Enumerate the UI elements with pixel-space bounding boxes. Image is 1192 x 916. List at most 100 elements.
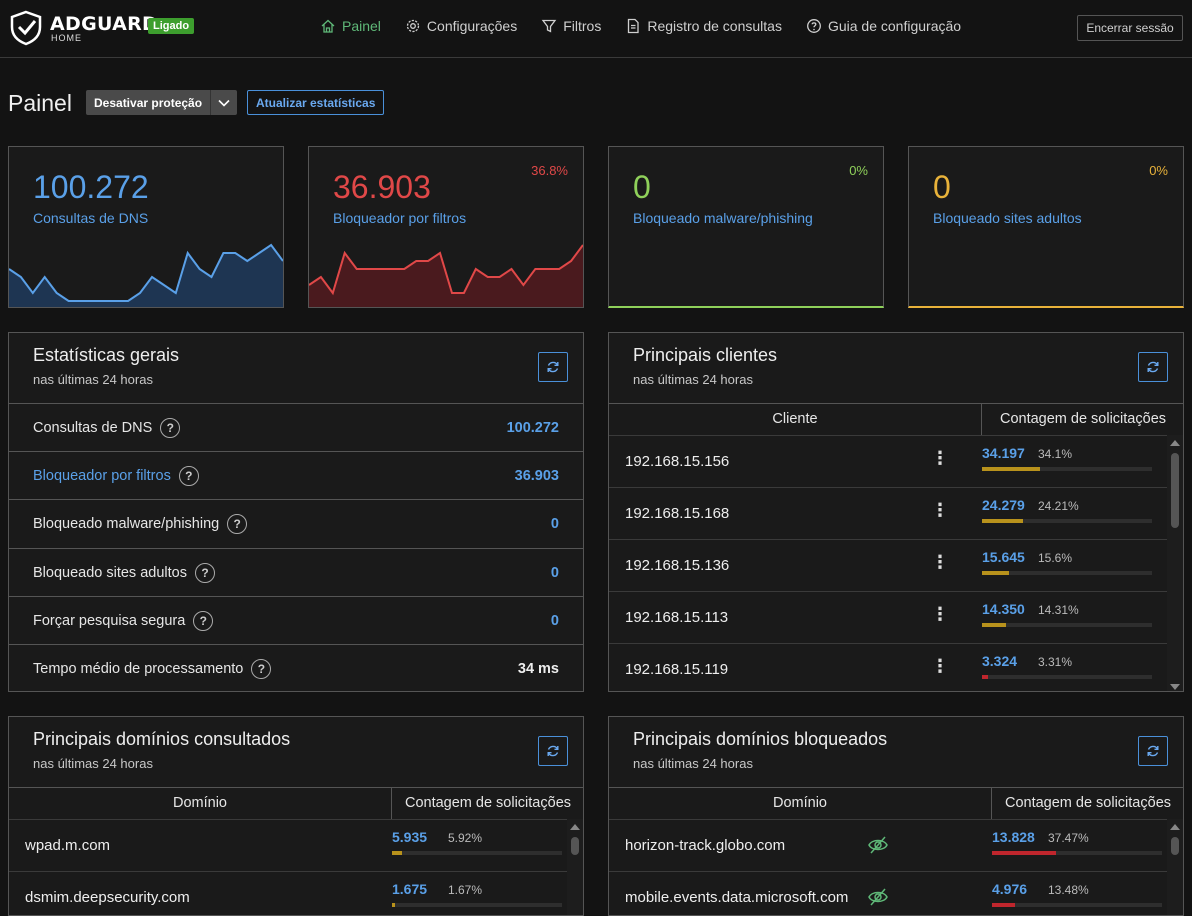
- stat-row-avg-processing: Tempo médio de processamento? 34 ms: [9, 644, 583, 691]
- stat-row-blocked-filters: Bloqueador por filtros? 36.903: [9, 451, 583, 499]
- progress-fill: [982, 623, 1007, 627]
- nav-configuracoes[interactable]: Configurações: [405, 18, 517, 34]
- row-count: 13.828: [992, 829, 1035, 845]
- disable-protection-button[interactable]: Desativar proteção: [86, 90, 211, 115]
- nav-label: Registro de consultas: [647, 18, 782, 34]
- help-circle-icon: [807, 19, 821, 33]
- progress-fill: [992, 851, 1056, 855]
- card-percent: 0%: [849, 163, 868, 178]
- panel-title: Principais domínios consultados: [33, 729, 291, 749]
- nav-label: Guia de configuração: [827, 18, 962, 34]
- card-sparkline: [9, 243, 283, 307]
- row-count: 14.350: [982, 601, 1025, 617]
- row-count: 4.976: [992, 881, 1028, 897]
- row-progress-bar: [982, 675, 1152, 679]
- help-icon[interactable]: ?: [194, 562, 215, 583]
- scroll-up-arrow[interactable]: [570, 824, 580, 830]
- eye-off-icon[interactable]: [867, 886, 889, 908]
- row-name: wpad.m.com: [25, 837, 111, 854]
- protection-dropdown-toggle[interactable]: [210, 90, 238, 115]
- clients-scrollbar[interactable]: [1167, 435, 1183, 691]
- queried-scrollbar[interactable]: [567, 819, 583, 915]
- row-count: 15.645: [982, 549, 1025, 565]
- row-progress-bar: [992, 903, 1162, 907]
- eye-off-icon[interactable]: [867, 834, 889, 856]
- top-blocked-domains-panel: Principais domínios bloqueados nas últim…: [608, 716, 1184, 916]
- row-progress-bar: [392, 903, 562, 907]
- card-value: 100.272: [33, 169, 149, 205]
- row-percent: 1.67%: [448, 883, 483, 897]
- more-options-icon[interactable]: ⋮: [931, 500, 949, 520]
- protection-button-group: Desativar proteção: [86, 90, 238, 115]
- table-row: 192.168.15.156 ⋮ 34.197 34.1%: [609, 435, 1167, 487]
- refresh-icon: [547, 745, 559, 757]
- nav-filtros[interactable]: Filtros: [541, 18, 601, 34]
- queried-refresh-button[interactable]: [538, 736, 568, 766]
- panel-divider: [609, 787, 1183, 788]
- row-count: 34.197: [982, 445, 1025, 461]
- card-label: Bloqueado malware/phishing: [633, 210, 813, 226]
- refresh-statistics-button[interactable]: Atualizar estatísticas: [247, 90, 385, 115]
- nav-label: Filtros: [563, 18, 602, 34]
- scroll-up-arrow[interactable]: [1170, 824, 1180, 830]
- help-icon[interactable]: ?: [160, 417, 181, 438]
- card-percent: 36.8%: [531, 163, 568, 178]
- row-percent: 37.47%: [1048, 831, 1089, 845]
- scroll-thumb[interactable]: [571, 837, 579, 855]
- general-refresh-button[interactable]: [538, 352, 568, 382]
- panel-title: Principais clientes: [633, 345, 778, 365]
- help-icon[interactable]: ?: [193, 610, 214, 631]
- column-header-count[interactable]: Contagem de solicitações: [999, 411, 1167, 427]
- nav-guia[interactable]: Guia de configuração: [806, 18, 961, 34]
- blocked-scrollbar[interactable]: [1167, 819, 1183, 915]
- column-header-domain[interactable]: Domínio: [173, 795, 227, 811]
- top-queried-domains-panel: Principais domínios consultados nas últi…: [8, 716, 584, 916]
- column-header-count[interactable]: Contagem de solicitações: [404, 795, 572, 811]
- scroll-down-arrow[interactable]: [1170, 684, 1180, 690]
- clients-refresh-button[interactable]: [1138, 352, 1168, 382]
- more-options-icon[interactable]: ⋮: [931, 656, 949, 676]
- nav-painel[interactable]: Painel: [320, 18, 381, 34]
- row-name: dsmim.deepsecurity.com: [25, 889, 190, 906]
- help-icon[interactable]: ?: [227, 513, 248, 534]
- panel-divider: [609, 403, 1183, 404]
- card-dns-queries: 100.272 Consultas de DNS: [8, 146, 284, 308]
- nav-registro[interactable]: Registro de consultas: [625, 18, 782, 34]
- help-icon[interactable]: ?: [178, 465, 199, 486]
- blocked-refresh-button[interactable]: [1138, 736, 1168, 766]
- help-icon[interactable]: ?: [251, 658, 272, 679]
- brand-subtitle: HOME: [51, 33, 82, 43]
- more-options-icon[interactable]: ⋮: [931, 448, 949, 468]
- panel-divider: [9, 787, 583, 788]
- column-header-count[interactable]: Contagem de solicitações: [1004, 795, 1172, 811]
- column-header-client[interactable]: Cliente: [772, 411, 818, 427]
- stat-label: Tempo médio de processamento?: [33, 658, 272, 679]
- row-percent: 15.6%: [1038, 551, 1073, 565]
- row-name: 192.168.15.156: [625, 453, 730, 470]
- scroll-up-arrow[interactable]: [1170, 440, 1180, 446]
- scroll-thumb[interactable]: [1171, 453, 1179, 528]
- chevron-down-icon: [218, 99, 230, 107]
- logout-button[interactable]: Encerrar sessão: [1077, 15, 1183, 41]
- scroll-thumb[interactable]: [1171, 837, 1179, 855]
- stat-value: 36.903: [514, 467, 559, 484]
- table-row: 192.168.15.136 ⋮ 15.645 15.6%: [609, 539, 1167, 591]
- stat-label-link[interactable]: Bloqueador por filtros: [33, 467, 171, 484]
- row-percent: 34.1%: [1038, 447, 1073, 461]
- progress-fill: [392, 851, 403, 855]
- sparkline-line: [9, 243, 283, 302]
- stat-label-text: Forçar pesquisa segura: [33, 612, 186, 629]
- stat-value: 0: [550, 515, 559, 532]
- stat-value: 34 ms: [517, 660, 559, 677]
- column-header-domain[interactable]: Domínio: [773, 795, 827, 811]
- stat-label: Bloqueado malware/phishing?: [33, 513, 248, 534]
- top-bar: ADGUARD HOME Ligado Painel Configurações…: [0, 0, 1192, 58]
- row-name: horizon-track.globo.com: [625, 837, 786, 854]
- more-options-icon[interactable]: ⋮: [931, 604, 949, 624]
- adguard-shield-logo[interactable]: [8, 10, 44, 46]
- nav-label: Configurações: [426, 18, 518, 34]
- card-sparkline: [309, 244, 583, 307]
- more-options-icon[interactable]: ⋮: [931, 552, 949, 572]
- card-label: Consultas de DNS: [33, 210, 149, 226]
- table-row: 192.168.15.168 ⋮ 24.279 24.21%: [609, 487, 1167, 539]
